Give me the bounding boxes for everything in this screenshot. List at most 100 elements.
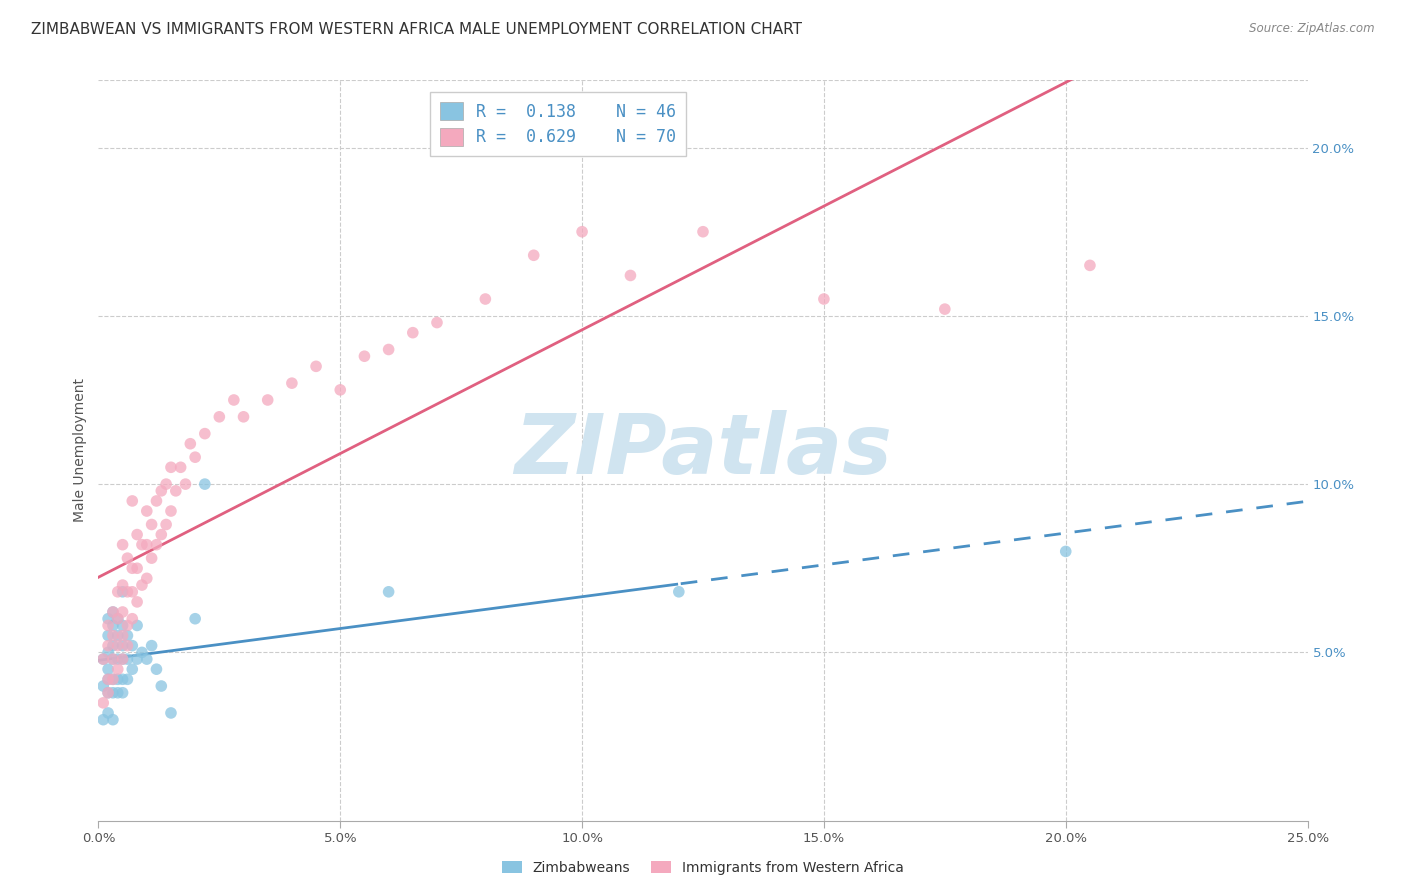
Point (256, 392, 278, 407)
Point (107, 673, 129, 687)
Point (426, 316, 449, 330)
Point (91, 652, 114, 666)
Point (101, 652, 124, 666)
Point (150, 483, 173, 498)
Point (101, 652, 124, 666)
Point (101, 673, 124, 687)
Point (141, 551, 163, 566)
Point (97, 706, 120, 720)
Point (111, 673, 134, 687)
Point (111, 628, 134, 642)
Point (1054, 544, 1077, 558)
Point (91, 696, 114, 710)
Point (127, 561, 149, 575)
Point (184, 612, 207, 626)
Point (111, 538, 134, 552)
Point (135, 571, 157, 585)
Point (91, 652, 114, 666)
Point (117, 628, 139, 642)
Point (127, 652, 149, 666)
Point (402, 326, 425, 340)
Point (131, 578, 153, 592)
Point (101, 605, 124, 619)
Point (97, 662, 120, 676)
Point (934, 302, 956, 317)
Point (619, 268, 641, 283)
Point (184, 450, 207, 465)
Point (107, 686, 129, 700)
Point (107, 628, 129, 642)
Point (117, 618, 139, 632)
Point (194, 426, 217, 441)
Point (117, 551, 139, 566)
Point (155, 517, 177, 532)
Point (141, 517, 163, 532)
Point (329, 383, 352, 397)
Point (97, 612, 120, 626)
Point (131, 538, 153, 552)
Point (165, 483, 187, 498)
Point (97, 686, 120, 700)
Point (111, 652, 134, 666)
Point (523, 248, 546, 262)
Point (121, 561, 143, 575)
Point (127, 618, 149, 632)
Point (111, 639, 134, 653)
Point (127, 527, 149, 541)
Point (117, 652, 139, 666)
Point (150, 527, 173, 541)
Point (107, 584, 129, 599)
Point (91, 679, 114, 693)
Point (97, 673, 120, 687)
Text: ZIPatlas: ZIPatlas (515, 410, 891, 491)
Point (111, 605, 134, 619)
Point (97, 686, 120, 700)
Point (121, 584, 143, 599)
Point (107, 639, 129, 653)
Point (208, 409, 231, 424)
Point (111, 578, 134, 592)
Point (150, 679, 173, 693)
Point (377, 584, 399, 599)
Point (135, 504, 157, 518)
Point (111, 618, 134, 632)
Point (101, 605, 124, 619)
Point (179, 436, 201, 450)
Legend: Zimbabweans, Immigrants from Western Africa: Zimbabweans, Immigrants from Western Afr… (496, 855, 910, 880)
Point (160, 460, 183, 475)
Point (97, 628, 120, 642)
Point (222, 392, 245, 407)
Point (571, 225, 593, 239)
Point (813, 292, 835, 306)
Point (111, 584, 134, 599)
Point (121, 612, 143, 626)
Point (101, 628, 124, 642)
Point (117, 673, 139, 687)
Point (281, 376, 304, 391)
Point (101, 673, 124, 687)
Point (127, 595, 149, 609)
Point (107, 612, 129, 626)
Point (135, 652, 157, 666)
Point (377, 343, 399, 357)
Point (121, 639, 143, 653)
Legend: R =  0.138    N = 46, R =  0.629    N = 70: R = 0.138 N = 46, R = 0.629 N = 70 (430, 92, 686, 156)
Point (97, 639, 120, 653)
Point (101, 639, 124, 653)
Point (474, 292, 496, 306)
Text: Source: ZipAtlas.com: Source: ZipAtlas.com (1250, 22, 1375, 36)
Point (121, 662, 143, 676)
Point (145, 538, 167, 552)
Point (107, 652, 129, 666)
Point (145, 662, 167, 676)
Point (194, 477, 217, 491)
Point (353, 349, 375, 363)
Point (111, 652, 134, 666)
Point (91, 713, 114, 727)
Point (101, 618, 124, 632)
Point (117, 584, 139, 599)
Point (160, 706, 183, 720)
Point (97, 618, 120, 632)
Point (1078, 258, 1101, 272)
Point (692, 225, 714, 239)
